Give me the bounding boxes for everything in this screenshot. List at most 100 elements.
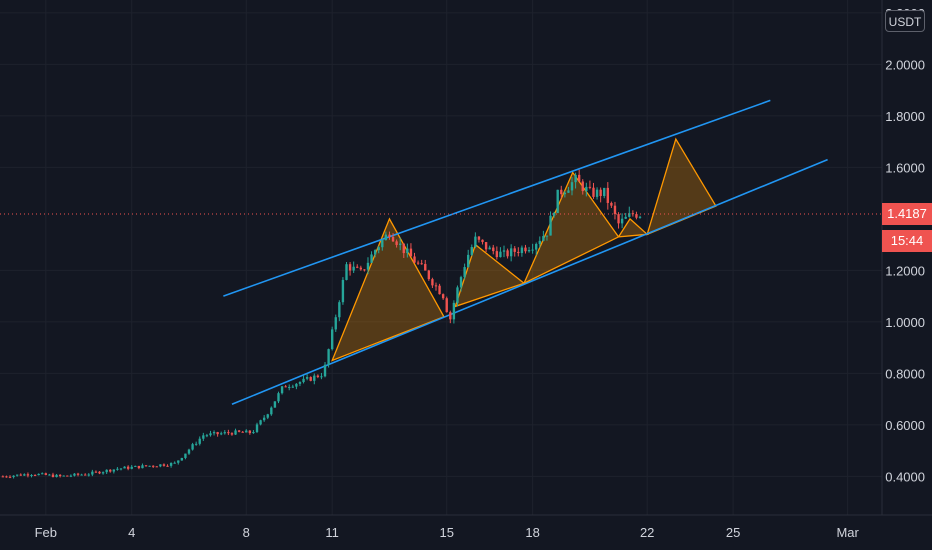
candle-body — [373, 250, 377, 255]
candle-body — [184, 453, 187, 458]
candle-body — [198, 438, 201, 444]
candle-body — [567, 190, 570, 193]
candle-body — [223, 432, 226, 434]
candle-body — [291, 386, 294, 388]
candle-body — [12, 475, 15, 478]
candle-body — [531, 249, 534, 251]
candle-body — [73, 473, 76, 476]
candle-countdown-value: 15:44 — [890, 233, 924, 249]
candle-body — [563, 192, 567, 195]
candle-body — [441, 294, 445, 299]
candle-body — [424, 263, 427, 271]
candle-body — [581, 181, 584, 192]
time-tick-label: Mar — [836, 525, 859, 540]
candle-body — [180, 457, 184, 461]
candle-body — [556, 189, 559, 213]
candle-body — [137, 465, 141, 469]
candle-body — [527, 250, 531, 252]
candle-body — [316, 375, 320, 377]
candle-body — [134, 465, 137, 467]
candle-body — [409, 248, 413, 257]
candle-body — [509, 248, 513, 257]
candle-body — [366, 262, 370, 270]
candle-body — [8, 476, 12, 478]
candle-body — [230, 433, 234, 435]
candle-body — [280, 386, 284, 394]
time-tick-label: 22 — [640, 525, 654, 540]
candle-body — [94, 471, 98, 473]
time-tick-label: 4 — [128, 525, 135, 540]
candle-body — [209, 433, 212, 436]
channel-lower-line — [231, 158, 828, 406]
candle-body — [227, 432, 230, 434]
candle-body — [638, 216, 642, 218]
candle-body — [592, 187, 595, 197]
candle-body — [1, 476, 5, 478]
candle-body — [577, 174, 581, 182]
candle-body — [388, 234, 391, 237]
candle-body — [109, 469, 112, 472]
candle-body — [549, 215, 552, 236]
candle-body — [216, 432, 219, 435]
candle-body — [237, 430, 241, 432]
candle-body — [323, 364, 327, 377]
candle-body — [76, 473, 80, 475]
candle-body — [585, 186, 588, 192]
candle-body — [538, 240, 541, 244]
candle-body — [98, 471, 101, 474]
candle-body — [48, 474, 51, 476]
candle-body — [173, 462, 176, 464]
candle-body — [305, 377, 309, 379]
candle-body — [220, 433, 223, 435]
candle-body — [438, 285, 441, 295]
candle-body — [273, 401, 277, 408]
candle-body — [363, 269, 366, 271]
candle-body — [259, 420, 262, 425]
candle-body — [148, 465, 151, 467]
candle-body — [574, 174, 577, 183]
candle-body — [384, 234, 388, 241]
candle-body — [420, 263, 423, 265]
candlestick-series — [1, 169, 642, 479]
candle-body — [431, 279, 434, 286]
current-price-badge: 1.4187 — [882, 203, 932, 226]
candle-body — [492, 247, 495, 252]
currency-label[interactable]: USDT — [885, 10, 925, 32]
candle-body — [194, 443, 198, 445]
candle-body — [463, 267, 466, 278]
candle-body — [474, 236, 477, 248]
candle-body — [119, 468, 123, 470]
candle-body — [467, 254, 470, 268]
candle-body — [545, 235, 549, 237]
candle-body — [334, 317, 337, 330]
candle-body — [406, 248, 409, 254]
channel-upper-line — [223, 99, 771, 297]
candle-body — [445, 298, 448, 313]
candle-body — [309, 377, 312, 381]
candle-body — [570, 182, 574, 191]
triangle-patterns[interactable] — [331, 137, 717, 362]
candle-body — [58, 474, 62, 477]
candle-body — [252, 431, 255, 434]
candle-body — [459, 277, 463, 288]
candle-body — [402, 243, 405, 254]
time-tick-label: 11 — [325, 525, 339, 540]
candle-body — [277, 393, 280, 402]
time-axis[interactable]: Feb 4 8 11 15 18 22 25 Mar — [35, 525, 860, 540]
candle-body — [499, 251, 502, 258]
candle-body — [520, 247, 524, 254]
candle-body — [23, 474, 26, 476]
trend-channel[interactable] — [223, 99, 828, 406]
candle-body — [144, 465, 148, 467]
price-tick-label: 1.8000 — [885, 109, 925, 124]
candle-body — [356, 266, 359, 268]
candle-body — [105, 469, 108, 473]
candle-body — [603, 187, 606, 197]
candle-body — [449, 312, 452, 320]
candle-body — [588, 186, 592, 188]
candle-body — [352, 266, 355, 271]
candle-body — [599, 189, 602, 197]
candle-body — [624, 216, 627, 219]
candle-body — [495, 251, 499, 258]
